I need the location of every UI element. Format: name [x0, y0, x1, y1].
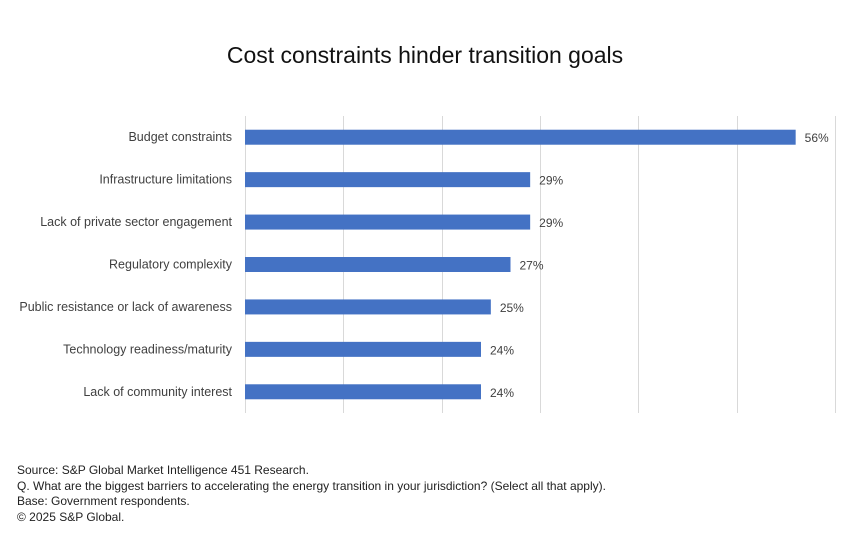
- bar: [245, 384, 481, 400]
- bar-chart: Budget constraints 56% Infrastructure limi…: [19, 116, 836, 413]
- value-label: 24%: [490, 386, 514, 400]
- category-label: Lack of private sector engagement: [40, 215, 232, 229]
- value-label: 24%: [490, 343, 514, 357]
- value-label: 56%: [805, 131, 829, 145]
- chart-title: Cost constraints hinder transition goals: [226, 42, 624, 68]
- value-label: 27%: [520, 259, 544, 273]
- bar: [245, 129, 796, 145]
- category-label: Regulatory complexity: [109, 258, 233, 272]
- category-label: Budget constraints: [128, 130, 232, 144]
- bars: [245, 129, 796, 400]
- category-label: Public resistance or lack of awareness: [19, 300, 232, 314]
- category-label: Lack of community interest: [83, 385, 232, 399]
- category-label: Infrastructure limitations: [99, 173, 232, 187]
- question-note: Q. What are the biggest barriers to acce…: [17, 478, 606, 493]
- value-label: 29%: [539, 174, 563, 188]
- bar: [245, 214, 531, 230]
- labels: Budget constraints 56% Infrastructure limi…: [19, 130, 829, 400]
- bar: [245, 341, 481, 357]
- base-note: Base: Government respondents.: [17, 494, 190, 508]
- source-note: Source: S&P Global Market Intelligence 4…: [17, 463, 309, 477]
- value-label: 25%: [500, 301, 524, 315]
- value-label: 29%: [539, 216, 563, 230]
- bar: [245, 172, 531, 188]
- footnotes: Source: S&P Global Market Intelligence 4…: [17, 463, 606, 525]
- copyright-note: © 2025 S&P Global.: [17, 509, 125, 524]
- bar: [245, 257, 511, 272]
- category-label: Technology readiness/maturity: [63, 342, 233, 356]
- bar: [245, 299, 491, 315]
